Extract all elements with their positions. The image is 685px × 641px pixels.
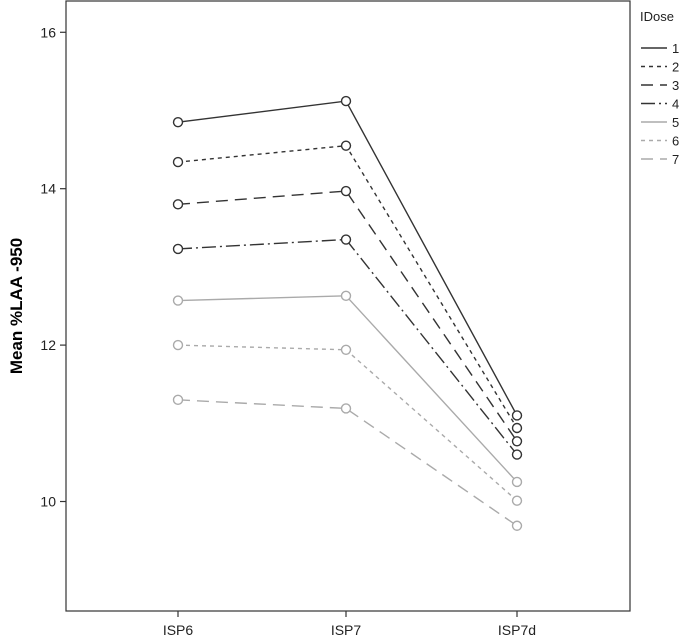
series-2-point-isp7d <box>511 422 523 434</box>
series-6-point-isp7d <box>511 495 523 506</box>
legend-item-6: 6 <box>641 134 679 149</box>
x-axis: ISP6 ISP7 ISP7d <box>163 611 536 638</box>
legend-item-7: 7 <box>641 152 679 167</box>
series-4-point-isp6 <box>172 243 184 255</box>
y-tick-label-14: 14 <box>40 181 56 197</box>
y-tick-label-16: 16 <box>40 24 56 40</box>
series-3 <box>172 185 523 447</box>
series-7-point-isp7 <box>340 403 352 414</box>
series-5-point-isp6 <box>172 295 184 306</box>
series-2 <box>172 140 523 434</box>
series-6-line <box>177 344 518 502</box>
y-tick-label-10: 10 <box>40 494 56 510</box>
legend-label-5: 5 <box>672 115 679 130</box>
series-3-line <box>177 190 518 442</box>
legend-label-2: 2 <box>672 60 679 75</box>
series-layer <box>172 95 523 531</box>
series-2-point-isp6 <box>172 156 184 168</box>
series-3-point-isp7d <box>511 436 523 447</box>
plot-frame <box>65 0 631 612</box>
series-4-point-isp7 <box>340 234 352 245</box>
y-axis-title: Mean %LAA -950 <box>7 238 26 374</box>
series-1-point-isp7d <box>511 410 523 421</box>
series-4-point-isp7d <box>511 449 523 460</box>
series-6-point-isp7 <box>340 344 352 355</box>
series-5 <box>172 290 523 488</box>
legend-item-2: 2 <box>641 60 679 75</box>
x-tick-label-isp7: ISP7 <box>331 622 362 638</box>
series-7-point-isp7d <box>511 520 523 531</box>
legend-label-7: 7 <box>672 152 679 167</box>
series-1-point-isp7 <box>340 95 352 107</box>
x-tick-label-isp7d: ISP7d <box>498 622 536 638</box>
legend-title: IDose <box>640 9 674 24</box>
legend-item-4: 4 <box>641 97 679 112</box>
legend-label-4: 4 <box>672 97 679 112</box>
series-2-point-isp7 <box>340 140 352 151</box>
legend: IDose 1 2 3 4 5 6 7 <box>640 9 679 167</box>
series-1 <box>172 95 523 421</box>
x-tick-label-isp6: ISP6 <box>163 622 194 638</box>
series-5-point-isp7d <box>511 476 523 488</box>
series-6-point-isp6 <box>172 339 184 351</box>
legend-label-6: 6 <box>672 134 679 149</box>
series-7 <box>172 394 523 531</box>
series-1-point-isp6 <box>172 117 184 128</box>
series-3-point-isp6 <box>172 199 184 210</box>
legend-item-1: 1 <box>641 41 679 56</box>
legend-label-1: 1 <box>672 41 679 56</box>
series-4 <box>172 234 523 460</box>
y-tick-label-12: 12 <box>40 337 56 353</box>
legend-item-5: 5 <box>641 115 679 130</box>
series-7-line <box>177 399 518 527</box>
series-3-point-isp7 <box>340 185 352 197</box>
series-7-point-isp6 <box>172 394 184 406</box>
series-6 <box>172 339 523 506</box>
legend-label-3: 3 <box>672 78 679 93</box>
series-5-point-isp7 <box>340 290 352 302</box>
legend-item-3: 3 <box>641 78 679 93</box>
series-5-line <box>177 295 518 483</box>
y-axis: 10 12 14 16 <box>40 24 66 510</box>
